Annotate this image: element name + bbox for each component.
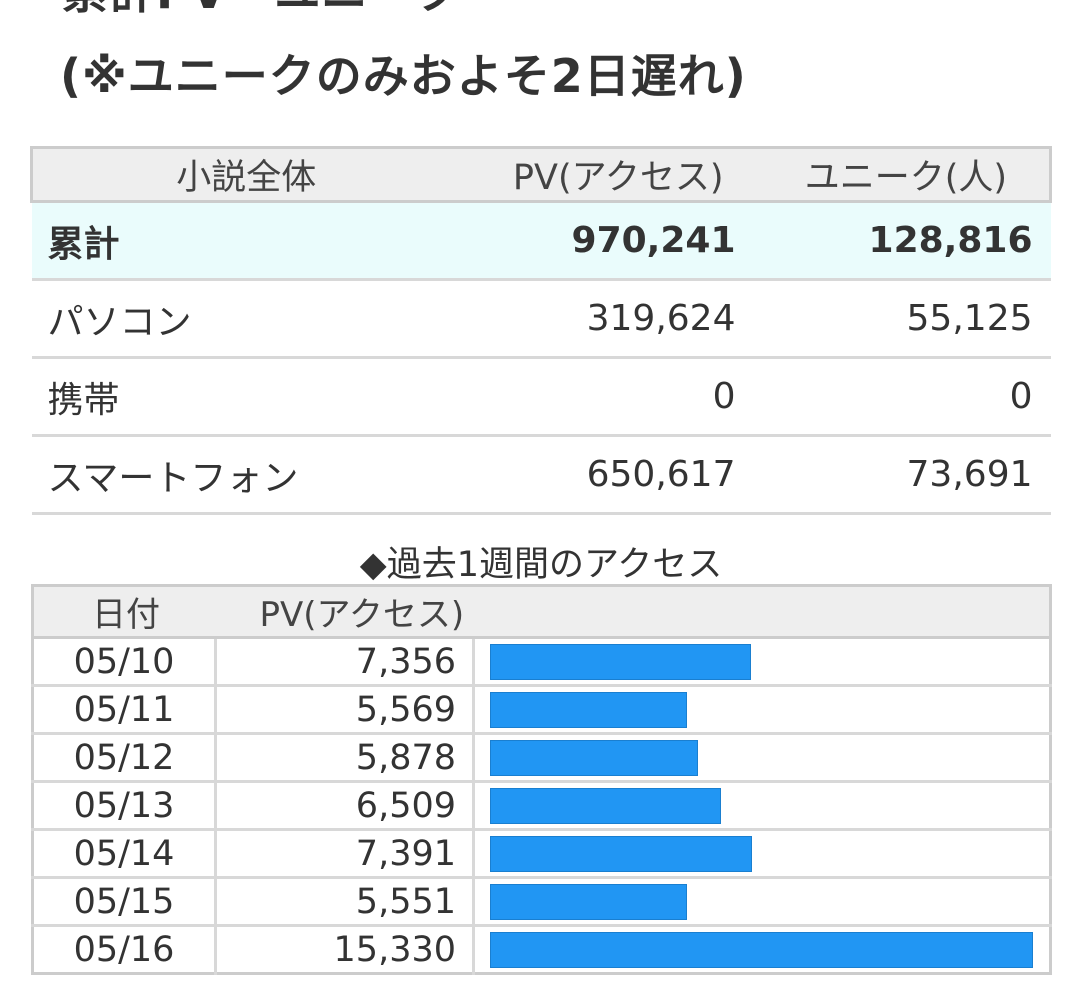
weekly-pv-bar — [490, 931, 1033, 968]
weekly-pv-value: 5,551 — [215, 877, 475, 927]
weekly-row: 05/15 5,551 — [32, 877, 1051, 927]
weekly-bar-cell — [473, 733, 1051, 783]
weekly-row: 05/14 7,391 — [32, 829, 1051, 879]
weekly-bar-cell — [473, 637, 1051, 687]
weekly-bar-cell — [473, 685, 1051, 735]
summary-header-pv: PV(アクセス) — [449, 146, 752, 203]
weekly-date: 05/14 — [32, 829, 217, 879]
weekly-row: 05/12 5,878 — [32, 733, 1051, 783]
weekly-access-table: 日付 PV(アクセス) 05/10 7,356 05/11 5,569 05/12 5,8… — [31, 584, 1052, 975]
summary-row-pv: 970,241 — [449, 201, 752, 281]
page-heading-note: (※ユニークのみおよそ2日遅れ) — [60, 49, 747, 103]
weekly-row: 05/10 7,356 — [32, 637, 1051, 687]
summary-row-pv: 650,617 — [449, 435, 752, 515]
weekly-header-pv: PV(アクセス) — [215, 585, 1051, 639]
summary-row-unique: 0 — [751, 357, 1051, 437]
weekly-pv-value: 7,391 — [215, 829, 475, 879]
summary-table: 小説全体 PV(アクセス) ユニーク(人) 累計 970,241 128,816… — [30, 146, 1052, 515]
summary-row-unique: 55,125 — [751, 279, 1051, 359]
summary-header-row: 小説全体 PV(アクセス) ユニーク(人) — [31, 146, 1051, 203]
weekly-pv-bar — [490, 739, 698, 776]
weekly-pv-value: 5,878 — [215, 733, 475, 783]
summary-row-unique: 73,691 — [751, 435, 1051, 515]
summary-row-label: パソコン — [31, 279, 450, 359]
summary-row-total: 累計 970,241 128,816 — [31, 201, 1051, 281]
weekly-date: 05/11 — [32, 685, 217, 735]
summary-row-unique: 128,816 — [751, 201, 1051, 281]
weekly-date: 05/12 — [32, 733, 217, 783]
weekly-body: 05/10 7,356 05/11 5,569 05/12 5,878 05/13 6,509… — [32, 637, 1051, 974]
weekly-pv-value: 5,569 — [215, 685, 475, 735]
weekly-row: 05/13 6,509 — [32, 781, 1051, 831]
weekly-header-pv-label: PV(アクセス) — [259, 595, 465, 635]
summary-header-unique: ユニーク(人) — [751, 146, 1051, 203]
summary-row-smartphone: スマートフォン 650,617 73,691 — [31, 435, 1051, 515]
summary-row-mobile: 携帯 0 0 — [31, 357, 1051, 437]
summary-row-label: スマートフォン — [31, 435, 450, 515]
weekly-date: 05/13 — [32, 781, 217, 831]
weekly-pv-bar — [490, 643, 751, 680]
weekly-bar-cell — [474, 926, 1051, 974]
summary-row-pc: パソコン 319,624 55,125 — [31, 279, 1051, 359]
summary-row-label: 携帯 — [31, 357, 450, 437]
weekly-pv-value: 7,356 — [215, 637, 475, 687]
weekly-date: 05/10 — [32, 637, 217, 687]
weekly-bar-cell — [473, 781, 1051, 831]
weekly-bar-cell — [473, 877, 1051, 927]
weekly-pv-bar — [490, 835, 752, 872]
weekly-pv-value: 6,509 — [215, 781, 475, 831]
weekly-pv-bar — [490, 691, 687, 728]
weekly-title: ◆過去1週間のアクセス — [359, 545, 723, 585]
weekly-header-row: 日付 PV(アクセス) — [32, 585, 1051, 639]
weekly-date: 05/15 — [32, 877, 217, 927]
weekly-pv-bar — [490, 787, 721, 824]
section-heading-cut: 累計PV・ユニーク — [62, 0, 462, 22]
weekly-bar-cell — [473, 829, 1051, 879]
weekly-pv-bar — [490, 883, 687, 920]
summary-row-pv: 0 — [449, 357, 752, 437]
weekly-pv-value: 15,330 — [215, 925, 475, 974]
weekly-date: 05/16 — [32, 925, 217, 974]
summary-header-novel: 小説全体 — [31, 146, 450, 203]
summary-row-pv: 319,624 — [449, 279, 752, 359]
weekly-header-date: 日付 — [32, 585, 216, 639]
weekly-row: 05/11 5,569 — [32, 685, 1051, 735]
weekly-row: 05/16 15,330 — [32, 925, 1051, 974]
summary-row-label: 累計 — [31, 201, 450, 281]
